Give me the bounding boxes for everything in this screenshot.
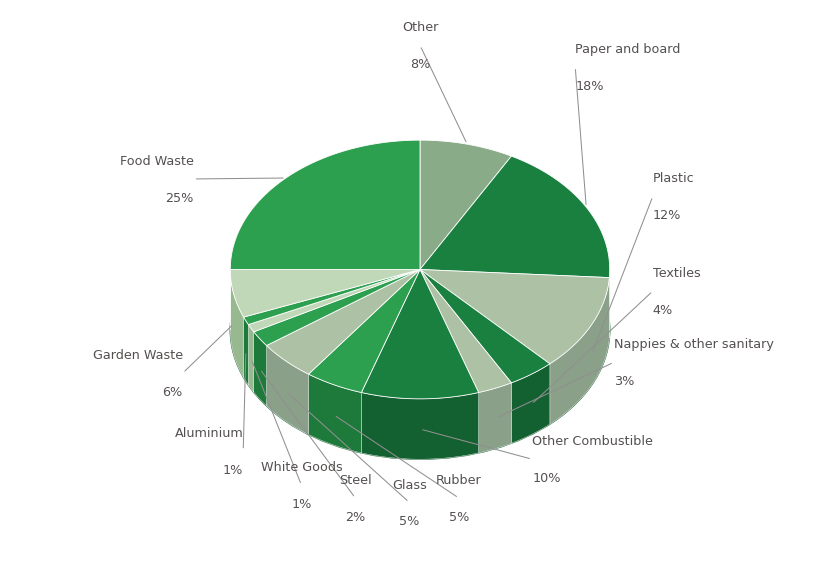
Polygon shape bbox=[266, 345, 308, 434]
Text: 12%: 12% bbox=[653, 209, 681, 222]
Ellipse shape bbox=[230, 201, 610, 459]
Polygon shape bbox=[244, 317, 249, 385]
Polygon shape bbox=[420, 269, 609, 364]
Polygon shape bbox=[550, 278, 609, 424]
Text: Textiles: Textiles bbox=[653, 267, 701, 280]
Text: 18%: 18% bbox=[575, 80, 604, 93]
Text: Aluminium: Aluminium bbox=[175, 427, 244, 440]
Text: 5%: 5% bbox=[399, 515, 419, 528]
Polygon shape bbox=[479, 383, 512, 453]
Polygon shape bbox=[244, 269, 420, 324]
Text: 1%: 1% bbox=[223, 463, 244, 476]
Text: 25%: 25% bbox=[165, 192, 194, 205]
Text: 1%: 1% bbox=[291, 498, 312, 511]
Text: 10%: 10% bbox=[532, 472, 560, 485]
Polygon shape bbox=[254, 269, 420, 345]
Polygon shape bbox=[420, 156, 610, 278]
Polygon shape bbox=[420, 140, 512, 269]
Text: 2%: 2% bbox=[345, 511, 365, 524]
Text: 4%: 4% bbox=[653, 304, 673, 317]
Text: White Goods: White Goods bbox=[260, 462, 343, 475]
Text: Steel: Steel bbox=[339, 474, 371, 487]
Polygon shape bbox=[420, 269, 550, 383]
Polygon shape bbox=[230, 140, 420, 269]
Polygon shape bbox=[266, 269, 420, 374]
Text: Plastic: Plastic bbox=[653, 172, 695, 185]
Text: Nappies & other sanitary: Nappies & other sanitary bbox=[614, 338, 774, 352]
Polygon shape bbox=[361, 392, 479, 459]
Text: Food Waste: Food Waste bbox=[120, 155, 194, 168]
Text: Paper and board: Paper and board bbox=[575, 43, 680, 56]
Text: Other: Other bbox=[402, 22, 438, 35]
Text: Garden Waste: Garden Waste bbox=[92, 349, 183, 362]
Text: 3%: 3% bbox=[614, 375, 634, 388]
Polygon shape bbox=[249, 269, 420, 332]
Polygon shape bbox=[249, 324, 254, 392]
Polygon shape bbox=[308, 269, 420, 392]
Polygon shape bbox=[361, 269, 479, 399]
Text: Other Combustible: Other Combustible bbox=[532, 435, 653, 448]
Polygon shape bbox=[512, 364, 550, 443]
Text: Glass: Glass bbox=[391, 479, 427, 492]
Polygon shape bbox=[230, 269, 420, 317]
Text: Rubber: Rubber bbox=[436, 474, 481, 487]
Polygon shape bbox=[420, 269, 512, 392]
Polygon shape bbox=[308, 374, 361, 453]
Text: 5%: 5% bbox=[449, 511, 469, 524]
Text: 8%: 8% bbox=[410, 58, 430, 71]
Polygon shape bbox=[230, 269, 244, 378]
Text: 6%: 6% bbox=[163, 386, 183, 399]
Polygon shape bbox=[254, 332, 266, 406]
